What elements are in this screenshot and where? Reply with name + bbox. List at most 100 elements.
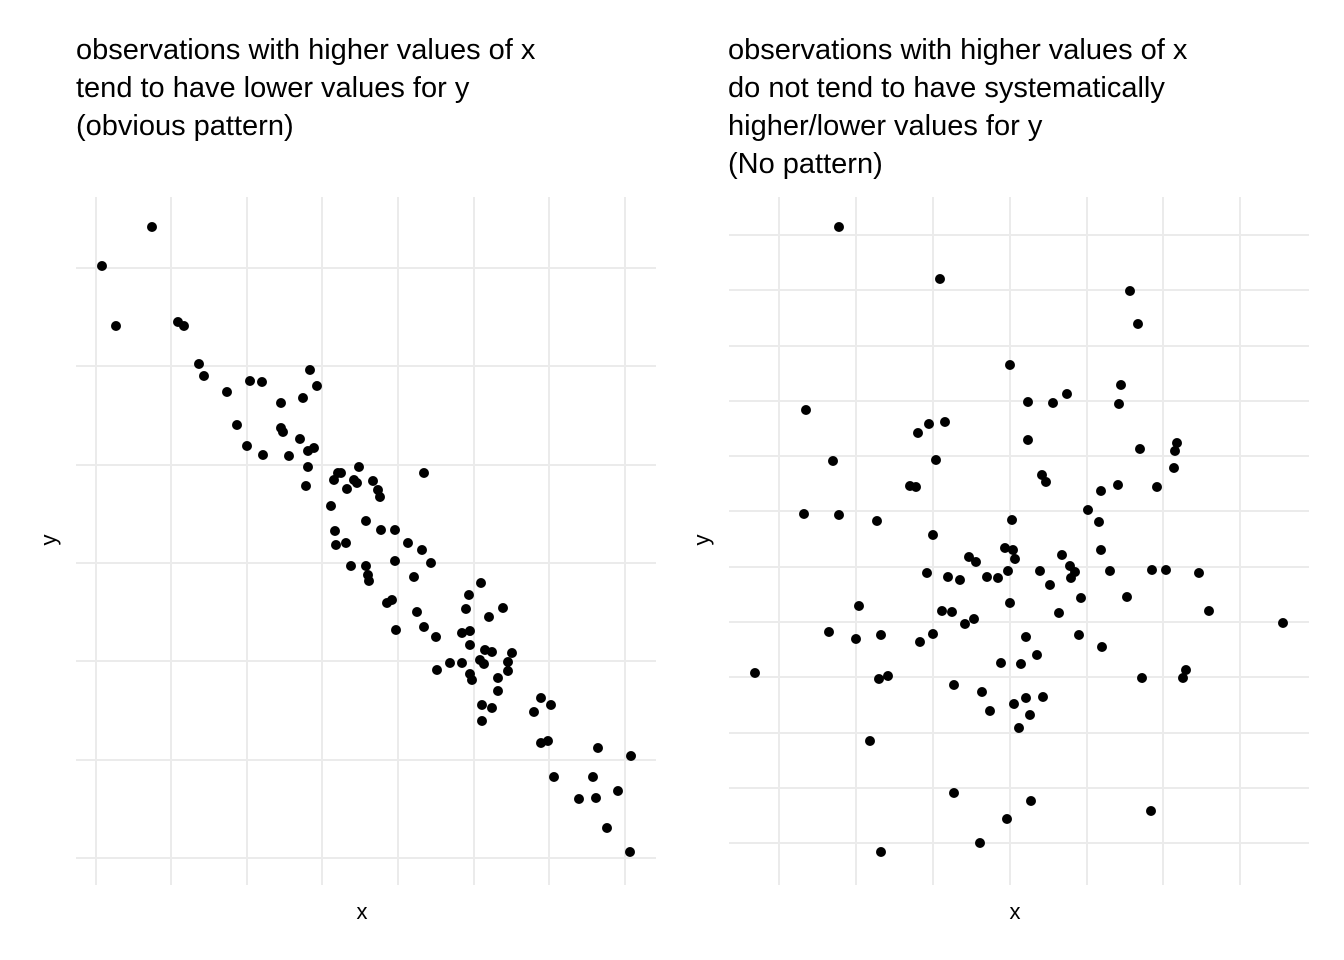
point (361, 561, 371, 571)
point (1057, 550, 1067, 560)
point (928, 530, 938, 540)
point (937, 606, 947, 616)
point (387, 595, 397, 605)
point (834, 222, 844, 232)
point (364, 576, 374, 586)
point (503, 666, 513, 676)
point (1023, 397, 1033, 407)
point (1172, 438, 1182, 448)
point (457, 658, 467, 668)
point (1135, 444, 1145, 454)
point (326, 501, 336, 511)
point (465, 626, 475, 636)
point (309, 443, 319, 453)
point (278, 427, 288, 437)
point (1125, 286, 1135, 296)
point (305, 365, 315, 375)
point (876, 847, 886, 857)
point (507, 648, 517, 658)
point (924, 419, 934, 429)
point (484, 612, 494, 622)
point (854, 601, 864, 611)
point (336, 468, 346, 478)
point (390, 556, 400, 566)
point (431, 632, 441, 642)
point (417, 545, 427, 555)
point (467, 675, 477, 685)
chart-title: higher/lower values for y (728, 110, 1043, 142)
point (922, 568, 932, 578)
point (284, 451, 294, 461)
point (876, 630, 886, 640)
point (1038, 692, 1048, 702)
point (487, 703, 497, 713)
point (1026, 796, 1036, 806)
point (1114, 399, 1124, 409)
point (834, 510, 844, 520)
point (1003, 566, 1013, 576)
point (503, 657, 513, 667)
point (1161, 565, 1171, 575)
point (352, 478, 362, 488)
point (147, 222, 157, 232)
point (1074, 630, 1084, 640)
point (935, 274, 945, 284)
point (1152, 482, 1162, 492)
point (993, 573, 1003, 583)
point (258, 450, 268, 460)
point (971, 557, 981, 567)
point (1008, 545, 1018, 555)
point (1054, 608, 1064, 618)
point (865, 736, 875, 746)
point (242, 441, 252, 451)
point (824, 627, 834, 637)
point (341, 538, 351, 548)
point (1076, 593, 1086, 603)
point (931, 455, 941, 465)
point (1000, 543, 1010, 553)
point (949, 680, 959, 690)
point (312, 381, 322, 391)
point (975, 838, 985, 848)
point (1021, 632, 1031, 642)
point (1133, 319, 1143, 329)
point (295, 434, 305, 444)
point (1007, 515, 1017, 525)
chart-title: (obvious pattern) (76, 110, 294, 142)
point (1137, 673, 1147, 683)
point (996, 658, 1006, 668)
point (412, 607, 422, 617)
point (1014, 723, 1024, 733)
point (1035, 566, 1045, 576)
point (1005, 360, 1015, 370)
point (409, 572, 419, 582)
point (982, 572, 992, 582)
point (403, 538, 413, 548)
point (298, 393, 308, 403)
point (419, 468, 429, 478)
point (801, 405, 811, 415)
point (625, 847, 635, 857)
point (342, 484, 352, 494)
point (368, 476, 378, 486)
point (465, 640, 475, 650)
point (543, 736, 553, 746)
point (588, 772, 598, 782)
point (591, 793, 601, 803)
point (245, 376, 255, 386)
point (546, 700, 556, 710)
point (1002, 814, 1012, 824)
point (354, 462, 364, 472)
point (977, 687, 987, 697)
point (1023, 435, 1033, 445)
point (1041, 477, 1051, 487)
point (529, 707, 539, 717)
x-axis-label: x (1010, 899, 1021, 924)
point (536, 693, 546, 703)
point (960, 619, 970, 629)
point (911, 482, 921, 492)
point (461, 604, 471, 614)
point (1021, 693, 1031, 703)
point (613, 786, 623, 796)
